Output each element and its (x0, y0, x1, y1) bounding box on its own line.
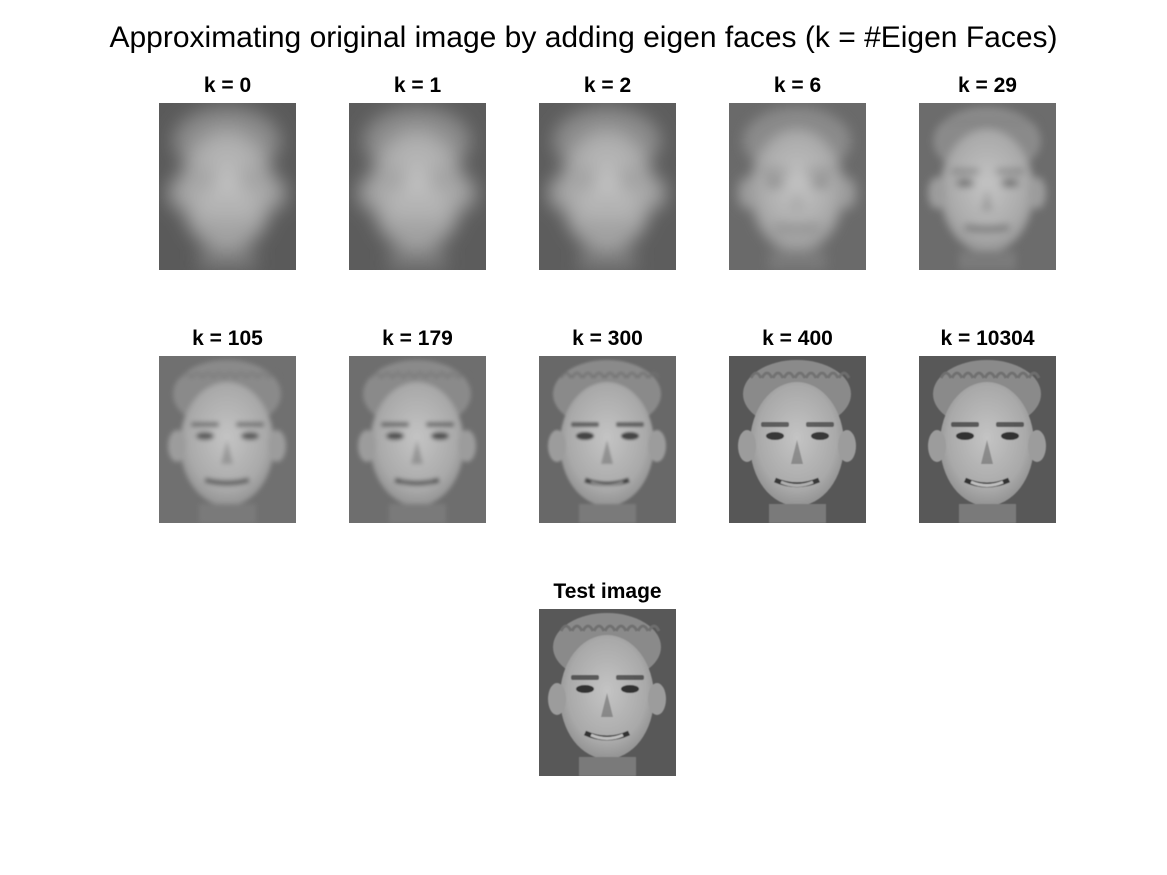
face-image (539, 356, 676, 523)
face-image (729, 103, 866, 270)
figure-title: Approximating original image by adding e… (109, 21, 1058, 54)
test-image-label: Test image (553, 580, 662, 603)
panel-label: k = 29 (958, 74, 1017, 97)
panel-label: k = 105 (192, 327, 263, 350)
face-image (159, 356, 296, 523)
panel-label: k = 400 (762, 327, 833, 350)
panel-label: k = 10304 (940, 327, 1035, 350)
face-image (729, 356, 866, 523)
panel-label: k = 0 (203, 74, 252, 97)
test-face-image (539, 609, 676, 776)
face-image (159, 103, 296, 270)
face-image (349, 103, 486, 270)
panel-label: k = 6 (773, 74, 822, 97)
face-image (349, 356, 486, 523)
face-image (919, 356, 1056, 523)
face-image (539, 103, 676, 270)
panel-label: k = 300 (572, 327, 643, 350)
panel-label: k = 1 (393, 74, 442, 97)
panel-label: k = 179 (382, 327, 453, 350)
face-image (919, 103, 1056, 270)
panel-label: k = 2 (583, 74, 632, 97)
